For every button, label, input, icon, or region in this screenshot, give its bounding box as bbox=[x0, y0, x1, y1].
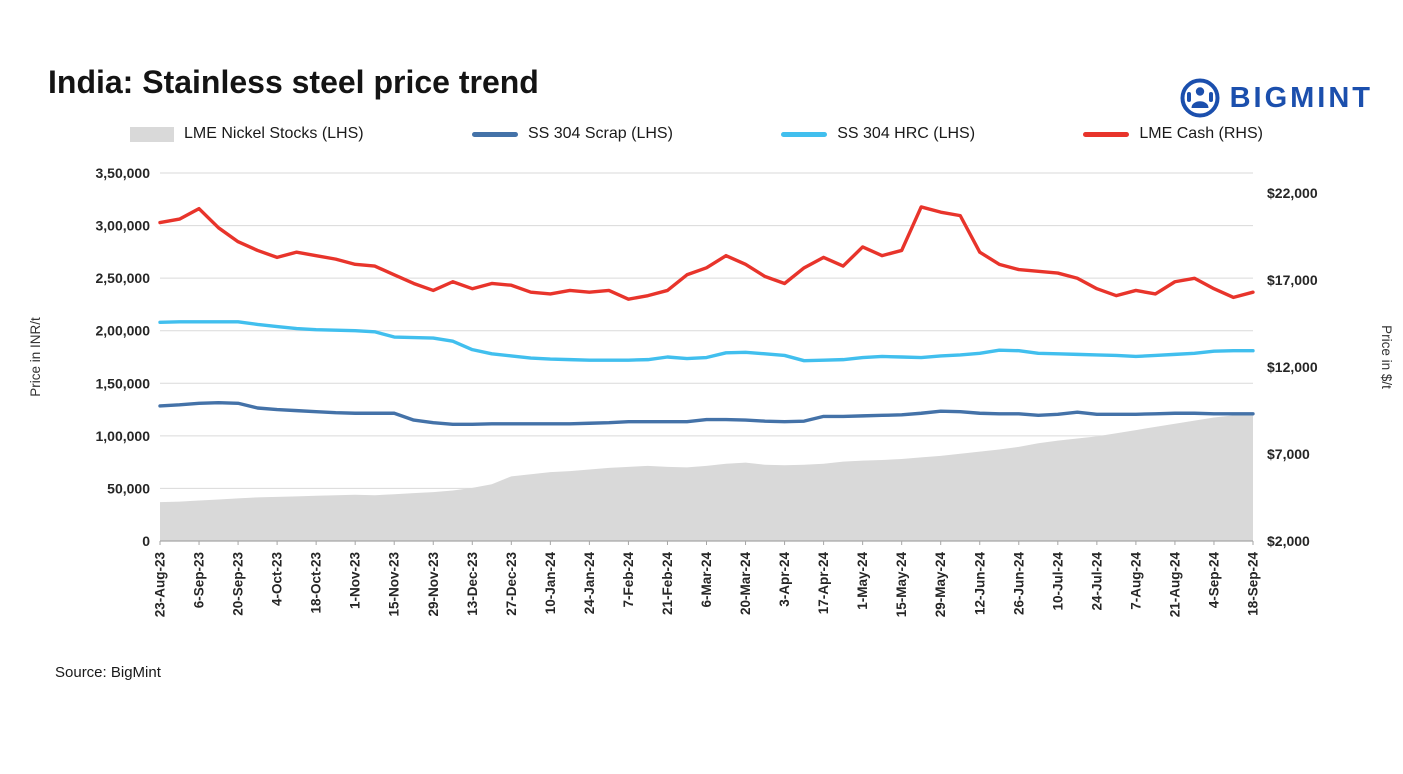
chart-legend: LME Nickel Stocks (LHS) SS 304 Scrap (LH… bbox=[130, 125, 1263, 143]
nickel-stocks-swatch bbox=[130, 126, 174, 142]
x-axis-tick-label: 10-Jan-24 bbox=[543, 552, 558, 615]
x-axis-tick-label: 4-Sep-24 bbox=[1206, 552, 1221, 609]
x-axis-tick-label: 21-Feb-24 bbox=[660, 552, 675, 616]
price-trend-chart: 0 50,000 1,00,000 1,50,000 2,00,000 2,50,000 3… bbox=[0, 155, 1403, 638]
left-axis-tick-label: 1,50,000 bbox=[96, 375, 151, 391]
left-axis-tick-label: 1,00,000 bbox=[96, 428, 151, 444]
legend-item-ss304-hrc: SS 304 HRC (LHS) bbox=[781, 125, 975, 143]
x-axis-tick-label: 13-Dec-23 bbox=[465, 552, 480, 616]
x-axis-tick-label: 18-Sep-24 bbox=[1246, 552, 1261, 616]
x-axis-tick-label: 20-Mar-24 bbox=[738, 552, 753, 616]
right-axis-tick-label: $22,000 bbox=[1267, 185, 1318, 201]
x-axis-tick-label: 15-May-24 bbox=[894, 552, 909, 618]
right-axis-tick-label: $17,000 bbox=[1267, 272, 1318, 288]
legend-item-nickel-stocks: LME Nickel Stocks (LHS) bbox=[130, 125, 364, 143]
x-axis-tick-label: 18-Oct-23 bbox=[309, 552, 324, 614]
left-axis-tick-label: 50,000 bbox=[107, 480, 150, 496]
x-axis-tick-label: 24-Jan-24 bbox=[582, 552, 597, 615]
x-axis-tick-label: 4-Oct-23 bbox=[270, 552, 285, 607]
series-line-ss-304-hrc-lhs- bbox=[158, 320, 1255, 363]
brand-name: BIGMINT bbox=[1229, 81, 1373, 114]
left-axis-tick-label: 3,50,000 bbox=[96, 165, 151, 181]
left-axis-tick-label: 2,50,000 bbox=[96, 270, 151, 286]
left-axis-tick-label: 3,00,000 bbox=[96, 218, 151, 234]
x-axis-tick-label: 6-Mar-24 bbox=[699, 552, 714, 608]
x-axis-tick-label: 1-May-24 bbox=[855, 552, 870, 610]
right-axis-tick-label: $12,000 bbox=[1267, 359, 1318, 375]
x-axis-tick-label: 6-Sep-23 bbox=[192, 552, 207, 609]
page-title: India: Stainless steel price trend bbox=[48, 64, 539, 100]
series-area-lme-nickel-stocks-lhs- bbox=[160, 413, 1253, 541]
x-axis-tick-label: 1-Nov-23 bbox=[348, 552, 363, 610]
x-axis-tick-label: 10-Jul-24 bbox=[1050, 552, 1065, 611]
x-axis-tick-label: 27-Dec-23 bbox=[504, 552, 519, 616]
x-axis-tick-label: 12-Jun-24 bbox=[972, 552, 987, 616]
series-line-lme-cash-rhs- bbox=[158, 205, 1255, 301]
legend-item-lme-cash: LME Cash (RHS) bbox=[1083, 125, 1263, 143]
series-line-ss-304-scrap-lhs- bbox=[158, 401, 1255, 426]
lme-cash-swatch bbox=[1083, 131, 1130, 137]
legend-label: SS 304 Scrap (LHS) bbox=[527, 125, 673, 142]
legend-label: SS 304 HRC (LHS) bbox=[837, 125, 976, 142]
bigmint-logo: BIGMINT bbox=[1180, 78, 1373, 118]
x-axis-tick-label: 17-Apr-24 bbox=[816, 552, 831, 615]
x-axis-tick-label: 23-Aug-23 bbox=[153, 552, 168, 618]
x-axis-tick-label: 7-Feb-24 bbox=[621, 552, 636, 608]
x-axis-tick-label: 26-Jun-24 bbox=[1011, 552, 1026, 616]
right-axis-tick-label: $2,000 bbox=[1267, 533, 1310, 549]
source-note: Source: BigMint bbox=[55, 664, 161, 681]
x-axis-tick-label: 21-Aug-24 bbox=[1167, 552, 1182, 618]
legend-label: LME Nickel Stocks (LHS) bbox=[184, 125, 364, 142]
x-axis-tick-label: 29-Nov-23 bbox=[426, 552, 441, 617]
x-axis-tick-label: 24-Jul-24 bbox=[1089, 552, 1104, 611]
x-axis-tick-label: 29-May-24 bbox=[933, 552, 948, 618]
left-axis-tick-label: 2,00,000 bbox=[96, 323, 151, 339]
right-axis-tick-label: $7,000 bbox=[1267, 446, 1310, 462]
legend-label: LME Cash (RHS) bbox=[1139, 125, 1263, 142]
chart-canvas: 0 50,000 1,00,000 1,50,000 2,00,000 2,50,000 3… bbox=[28, 165, 1394, 618]
left-axis-title: Price in INR/t bbox=[28, 317, 43, 397]
ss304-scrap-swatch bbox=[471, 131, 518, 137]
x-axis-tick-label: 20-Sep-23 bbox=[231, 552, 246, 616]
bigmint-figure-icon bbox=[1180, 78, 1220, 118]
x-axis-tick-label: 15-Nov-23 bbox=[387, 552, 402, 617]
legend-item-ss304-scrap: SS 304 Scrap (LHS) bbox=[471, 125, 673, 143]
ss304-hrc-swatch bbox=[781, 131, 828, 137]
left-axis-tick-label: 0 bbox=[142, 533, 150, 549]
right-axis-title: Price in $/t bbox=[1379, 325, 1394, 389]
x-axis-tick-label: 3-Apr-24 bbox=[777, 552, 792, 607]
x-axis-tick-label: 7-Aug-24 bbox=[1128, 552, 1143, 610]
